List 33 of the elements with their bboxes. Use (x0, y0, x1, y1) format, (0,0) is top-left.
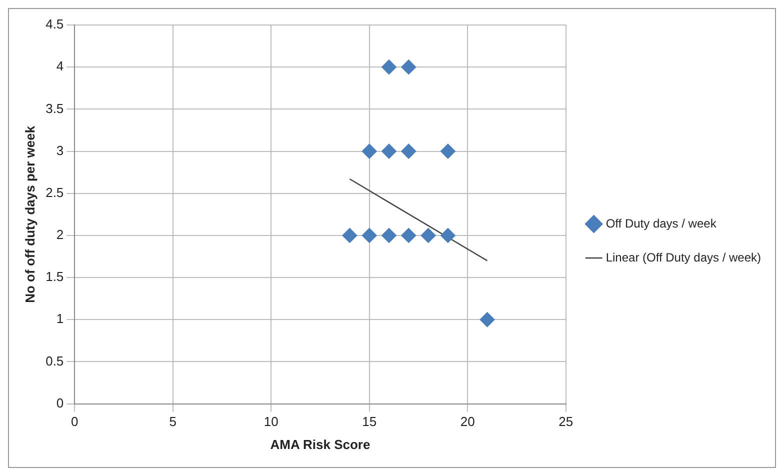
y-tick-label: 1 (56, 311, 64, 326)
y-tick-label: 4.5 (46, 16, 64, 32)
y-tick-label: 1.5 (46, 269, 64, 284)
x-tick-label: 25 (558, 414, 574, 430)
point (382, 228, 397, 243)
point (480, 312, 495, 328)
y-axis-title: No of off duty days per week (22, 125, 38, 303)
legend-label: Off Duty days / week (606, 216, 718, 230)
point (382, 144, 397, 159)
x-tick-label: 5 (169, 414, 177, 430)
point (342, 228, 358, 243)
point (440, 144, 456, 159)
y-tick-label: 3.5 (46, 100, 64, 116)
point (362, 144, 377, 159)
point (401, 144, 416, 159)
point (362, 228, 377, 243)
point (401, 60, 416, 75)
point (440, 228, 456, 243)
y-tick-label: 3 (56, 142, 64, 158)
x-tick-label: 15 (362, 414, 377, 430)
point (401, 228, 416, 243)
y-tick-label: 2 (56, 227, 64, 242)
x-tick-label: 20 (460, 414, 475, 430)
y-tick-label: 2.5 (46, 184, 64, 200)
y-tick-label: 0 (56, 395, 64, 410)
y-tick-label: 4 (56, 58, 64, 74)
point (420, 228, 436, 243)
legend-label: Linear (Off Duty days / week) (606, 250, 762, 264)
x-tick-label: 10 (264, 414, 278, 430)
x-tick-label: 0 (71, 414, 78, 430)
x-axis-title: AMA Risk Score (270, 436, 370, 452)
point (382, 60, 397, 75)
y-tick-label: 0.5 (46, 353, 64, 368)
